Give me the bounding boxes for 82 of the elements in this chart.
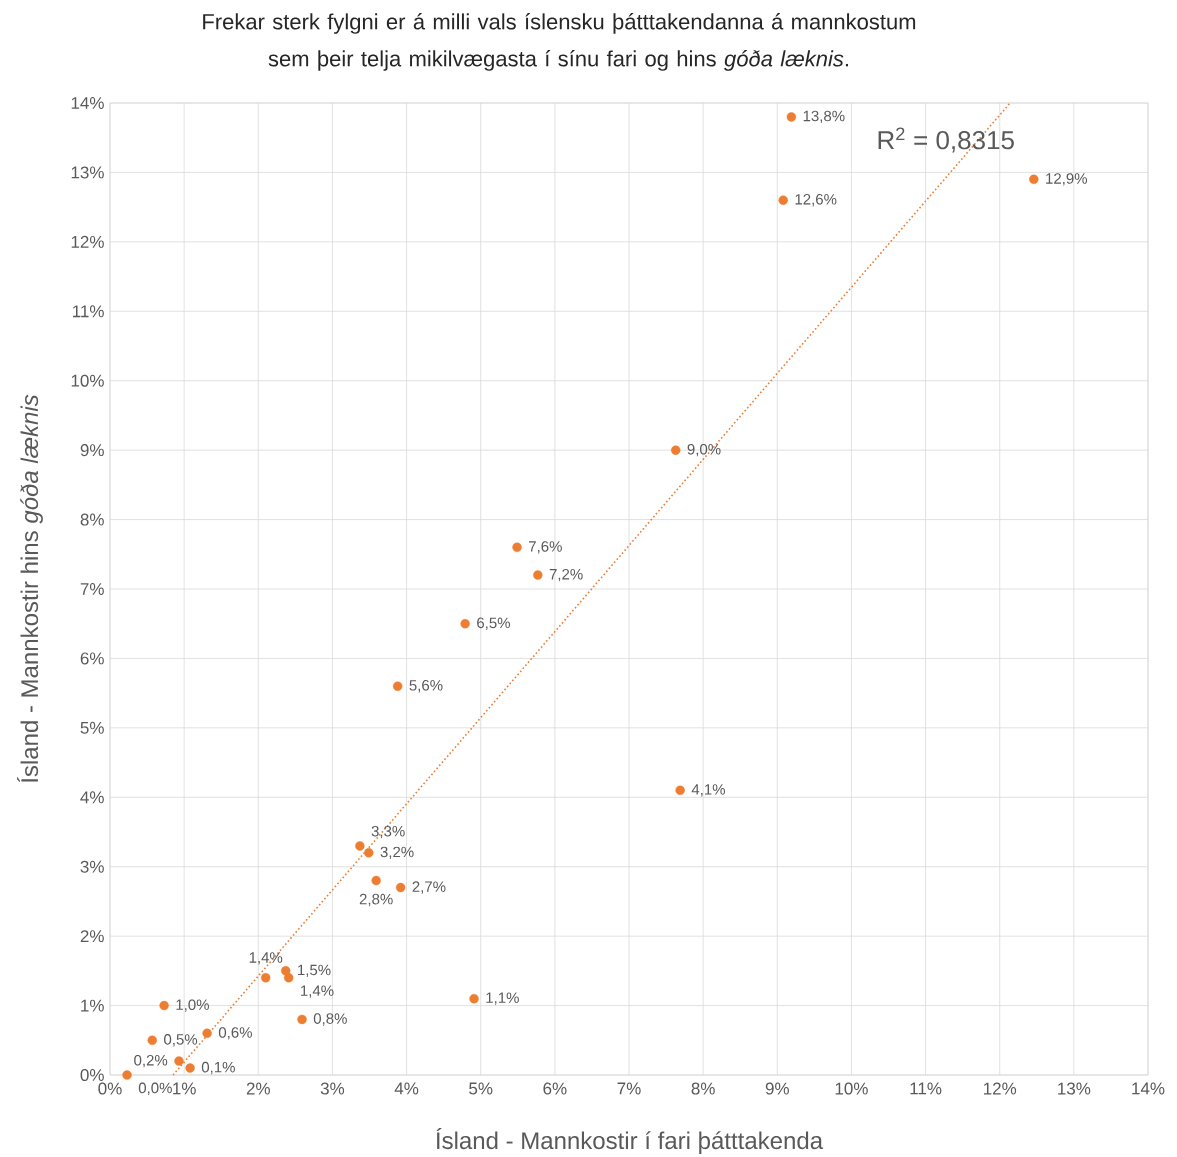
y-tick-label: 2% bbox=[80, 930, 104, 943]
data-label: 0,8% bbox=[313, 1013, 347, 1026]
point bbox=[122, 1070, 132, 1080]
point bbox=[371, 875, 381, 886]
data-label: 4,1% bbox=[691, 784, 726, 797]
data-label: 0,0% bbox=[138, 1082, 172, 1095]
x-tick-label: 5% bbox=[469, 1082, 493, 1095]
data-label: 3,3% bbox=[371, 825, 405, 839]
y-tick-label: 6% bbox=[80, 652, 104, 665]
data-label: 3,2% bbox=[380, 846, 414, 859]
x-tick-label: 3% bbox=[320, 1082, 345, 1095]
y-tick-label: 0% bbox=[80, 1068, 104, 1081]
y-tick-label: 10% bbox=[71, 374, 104, 387]
y-tick-label: 1% bbox=[81, 999, 104, 1012]
y-tick-label: 4% bbox=[80, 791, 104, 804]
point bbox=[147, 1035, 157, 1045]
x-tick-label: 7% bbox=[617, 1082, 641, 1095]
data-label: 7,6% bbox=[529, 541, 562, 554]
data-label: 1,4% bbox=[249, 952, 283, 965]
data-label: 1,1% bbox=[486, 992, 519, 1005]
point bbox=[355, 841, 365, 851]
x-tick-label: 0% bbox=[98, 1082, 122, 1095]
data-label: 12,9% bbox=[1046, 173, 1088, 186]
y-tick-label: 13% bbox=[71, 166, 104, 179]
point bbox=[174, 1056, 184, 1066]
data-label: 2,7% bbox=[412, 881, 446, 894]
x-tick-label: 11% bbox=[910, 1082, 942, 1095]
point bbox=[159, 1000, 169, 1011]
x-tick-label: 13% bbox=[1058, 1082, 1091, 1095]
x-tick-label: 1% bbox=[173, 1082, 196, 1095]
x-tick-label: 9% bbox=[765, 1082, 789, 1095]
data-label: 0,1% bbox=[201, 1061, 235, 1075]
point bbox=[283, 972, 294, 983]
y-tick-label: 12% bbox=[71, 235, 104, 248]
point bbox=[185, 1063, 195, 1073]
point bbox=[202, 1028, 212, 1038]
chart-title: Frekar sterk fylgni er á milli vals íslensku þátttakendanna á mannkostum sem þeir telja mikilvægasta í sínu fari og hins góða læknis. bbox=[203, 12, 916, 71]
y-tick-label: 7% bbox=[80, 582, 104, 595]
data-label: 0,2% bbox=[134, 1054, 168, 1068]
point bbox=[460, 618, 470, 629]
x-tick-label: 12% bbox=[984, 1082, 1017, 1095]
data-label: 2,8% bbox=[359, 893, 393, 907]
y-tick-label: 3% bbox=[80, 860, 104, 873]
data-label: 7,2% bbox=[549, 568, 583, 582]
data-label: 0,6% bbox=[218, 1027, 252, 1040]
point bbox=[533, 570, 543, 580]
data-label: 1,4% bbox=[301, 985, 334, 998]
data-label: 13,8% bbox=[803, 110, 845, 123]
point bbox=[778, 195, 788, 205]
x-tick-label: 6% bbox=[543, 1082, 567, 1095]
x-tick-label: 4% bbox=[394, 1082, 419, 1095]
data-label: 1,0% bbox=[176, 999, 209, 1012]
point bbox=[675, 785, 685, 795]
x-tick-label: 14% bbox=[1132, 1082, 1165, 1095]
point bbox=[512, 542, 522, 552]
y-tick-label: 9% bbox=[80, 444, 104, 457]
data-label: 12,6% bbox=[795, 193, 837, 207]
point bbox=[1029, 174, 1039, 184]
data-label: 9,0% bbox=[687, 443, 721, 457]
y-tick-label: 11% bbox=[73, 305, 104, 318]
point bbox=[671, 445, 681, 455]
data-label: 5,6% bbox=[409, 679, 443, 693]
y-tick-label: 8% bbox=[80, 513, 104, 526]
point bbox=[469, 993, 479, 1004]
data-label: 6,5% bbox=[477, 617, 510, 630]
point bbox=[786, 112, 797, 122]
annotation: R$^{2}$ = 0,8315 bbox=[878, 127, 1014, 153]
data-label: 1,5% bbox=[298, 964, 331, 977]
y-axis-title: Ísland - Mannkostir hins góða læknis bbox=[17, 394, 43, 782]
x-tick-label: 2% bbox=[246, 1082, 270, 1095]
point bbox=[281, 966, 291, 976]
x-tick-label: 8% bbox=[691, 1082, 715, 1095]
point bbox=[297, 1014, 307, 1025]
data-label: 0,5% bbox=[164, 1033, 198, 1047]
y-tick-label: 14% bbox=[71, 96, 104, 109]
point bbox=[395, 882, 406, 893]
y-tick-label: 5% bbox=[80, 721, 104, 734]
point bbox=[364, 848, 374, 858]
point bbox=[261, 972, 271, 983]
x-tick-label: 10% bbox=[835, 1082, 868, 1095]
point bbox=[392, 681, 403, 691]
x-axis-title: Ísland - Mannkostir í fari þátttakenda bbox=[436, 1128, 824, 1154]
